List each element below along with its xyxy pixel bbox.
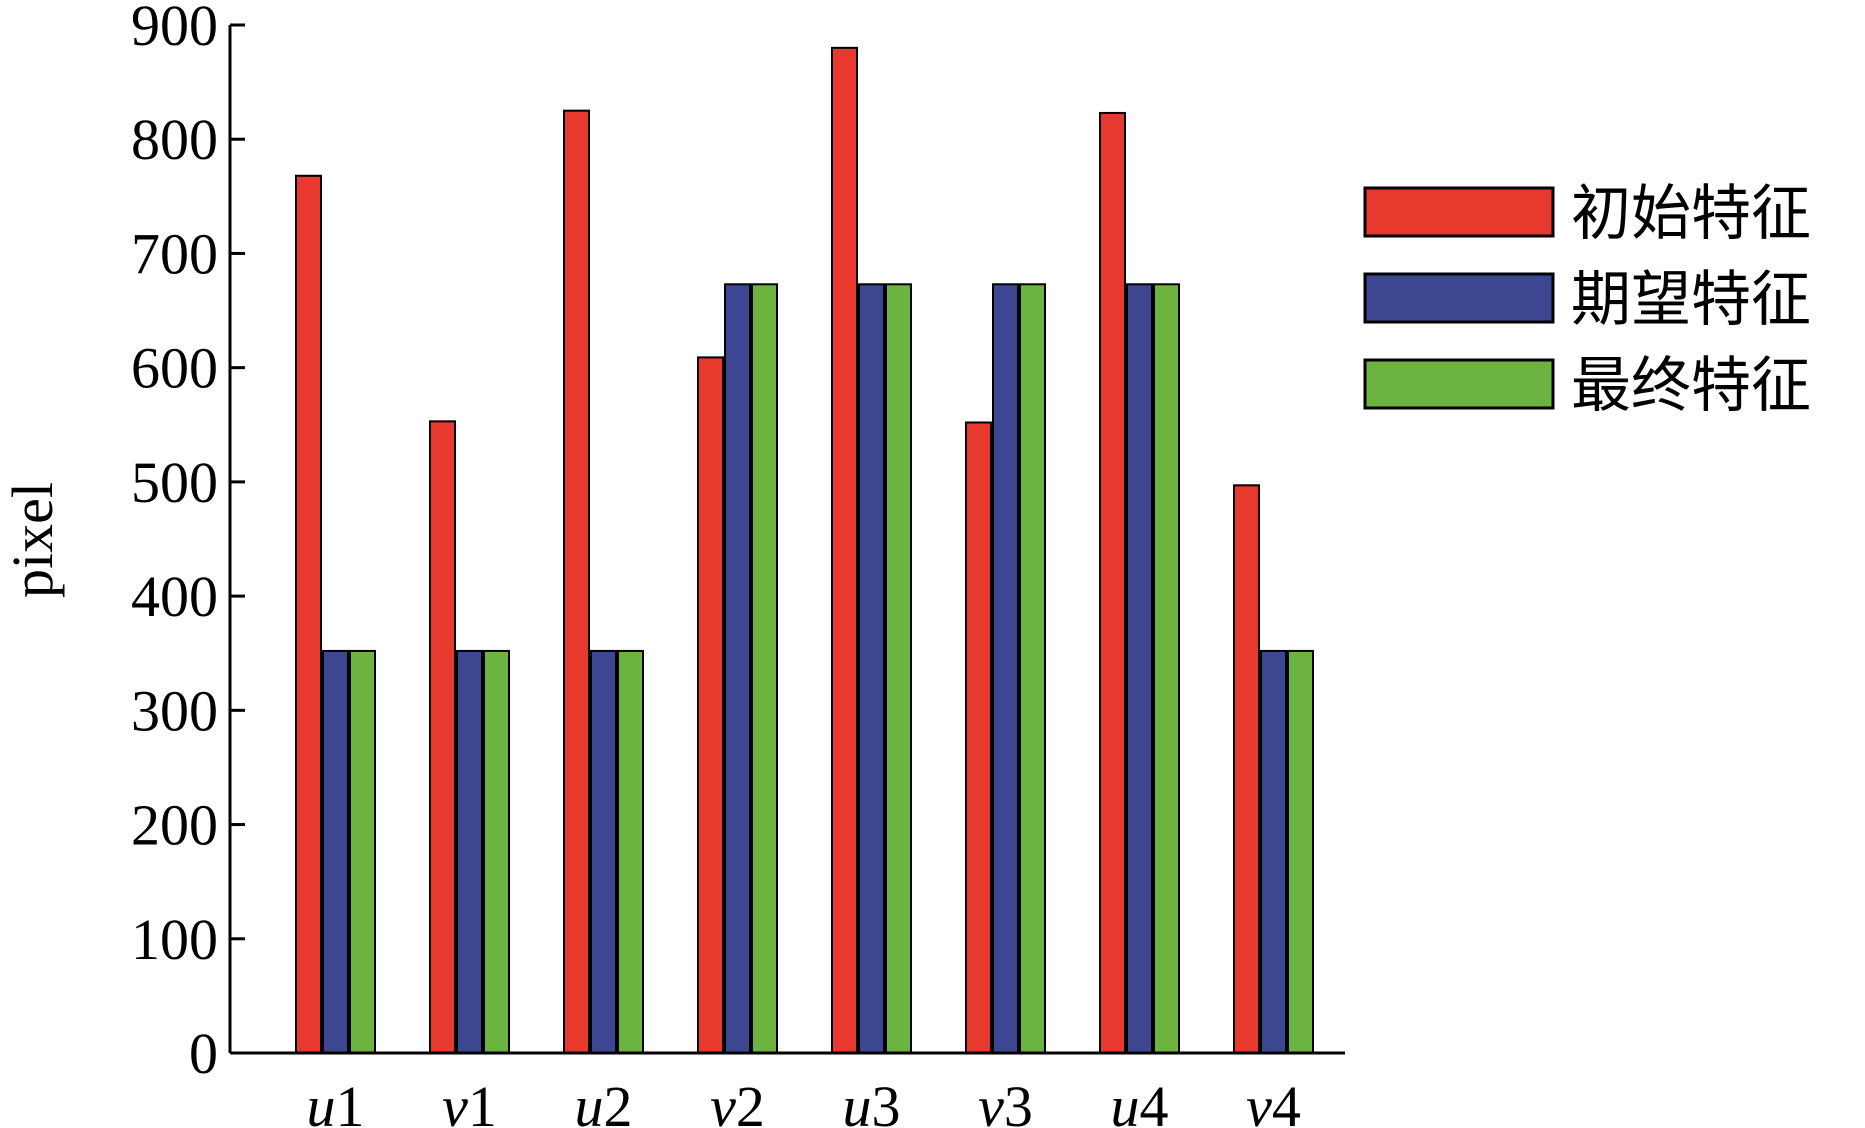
x-tick-letter: v	[1246, 1074, 1272, 1128]
bar-1-4	[697, 356, 724, 1054]
y-tick-label: 900	[131, 0, 218, 58]
x-tick-letter: u	[843, 1074, 872, 1128]
bar-3-1	[349, 649, 376, 1055]
x-tick-index: 2	[604, 1074, 633, 1128]
bar-1-1	[295, 174, 322, 1055]
x-tick-letter: u	[575, 1074, 604, 1128]
bar-2-5	[858, 283, 885, 1055]
bar-2-1	[322, 649, 349, 1055]
x-tick-label: v4	[1246, 1074, 1301, 1128]
bar-2-3	[590, 649, 617, 1055]
x-tick-label: v3	[978, 1074, 1033, 1128]
x-ticks: u1 v1 u2 v2 u3 v3 u4 v4	[307, 1074, 1301, 1128]
x-tick-letter: v	[710, 1074, 736, 1128]
bar-3-5	[885, 283, 912, 1055]
y-tick-label: 700	[131, 221, 218, 286]
bar-1-5	[831, 46, 858, 1055]
legend-swatch-1	[1363, 186, 1555, 238]
x-tick-index: 1	[336, 1074, 365, 1128]
x-tick-letter: v	[978, 1074, 1004, 1128]
y-axis-title: pixel	[0, 482, 65, 598]
x-tick-index: 2	[736, 1074, 765, 1128]
y-tick-label: 800	[131, 107, 218, 172]
legend-swatch-3	[1363, 358, 1555, 410]
bar-2-7	[1126, 283, 1153, 1055]
legend-label-2: 期望特征	[1571, 265, 1811, 335]
legend-swatch-2	[1363, 272, 1555, 324]
x-tick-label: u2	[575, 1074, 633, 1128]
y-tick-label: 0	[189, 1021, 218, 1086]
bar-3-7	[1153, 283, 1180, 1055]
x-tick-label: u4	[1111, 1074, 1169, 1128]
bar-2-2	[456, 649, 483, 1055]
x-tick-index: 4	[1272, 1074, 1301, 1128]
bar-2-4	[724, 283, 751, 1055]
legend-label-1: 初始特征	[1571, 179, 1811, 249]
y-tick-label: 300	[131, 678, 218, 743]
x-tick-label: u3	[843, 1074, 901, 1128]
bar-3-6	[1019, 283, 1046, 1055]
x-tick-index: 4	[1140, 1074, 1169, 1128]
x-tick-label: v1	[442, 1074, 497, 1128]
bar-3-2	[483, 649, 510, 1055]
axes-layer	[228, 25, 1345, 1055]
x-tick-index: 1	[468, 1074, 497, 1128]
x-tick-label: u1	[307, 1074, 365, 1128]
x-tick-index: 3	[872, 1074, 901, 1128]
bar-2-6	[992, 283, 1019, 1055]
bar-3-4	[751, 283, 778, 1055]
bar-3-8	[1287, 649, 1314, 1055]
bar-1-7	[1099, 111, 1126, 1054]
y-tick-label: 100	[131, 907, 218, 972]
y-tick-label: 600	[131, 336, 218, 401]
x-tick-letter: u	[307, 1074, 336, 1128]
bar-3-3	[617, 649, 644, 1055]
legend-label-3: 最终特征	[1571, 351, 1811, 421]
x-tick-label: v2	[710, 1074, 765, 1128]
x-tick-letter: v	[442, 1074, 468, 1128]
bar-1-6	[965, 421, 992, 1054]
bars-layer	[295, 46, 1314, 1055]
y-tick-label: 500	[131, 450, 218, 515]
y-tick-label: 200	[131, 793, 218, 858]
bar-1-2	[429, 420, 456, 1054]
bar-2-8	[1260, 649, 1287, 1055]
bar-1-8	[1233, 484, 1260, 1054]
y-tick-label: 400	[131, 564, 218, 629]
x-tick-letter: u	[1111, 1074, 1140, 1128]
y-ticks: 0 100 200 300 400 500 600 700 800 900	[131, 0, 245, 1086]
x-tick-index: 3	[1004, 1074, 1033, 1128]
bar-1-3	[563, 109, 590, 1054]
